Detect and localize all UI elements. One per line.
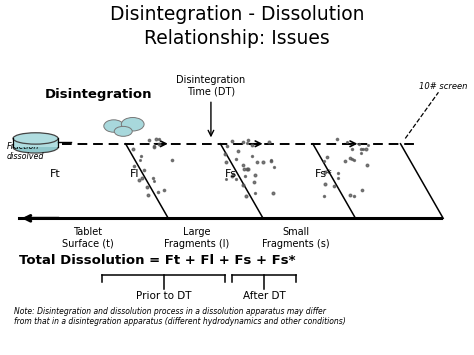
Text: Note: Disintegration and dissolution process in a dissolution apparatus may diff: Note: Disintegration and dissolution pro… [14, 307, 346, 327]
Point [341, 158, 349, 164]
Text: Fl: Fl [130, 169, 140, 179]
Point [267, 157, 274, 163]
Point [357, 146, 365, 151]
Point [145, 192, 152, 198]
Text: Disintegration
Time (DT): Disintegration Time (DT) [176, 75, 246, 96]
Point [155, 141, 163, 147]
Point [358, 187, 366, 193]
Text: Fraction
dissolved: Fraction dissolved [7, 142, 45, 162]
Point [129, 146, 137, 152]
Point [244, 166, 251, 172]
Point [321, 181, 328, 187]
Point [143, 184, 150, 190]
Text: Total Dissolution = Ft + Fl + Fs + Fs*: Total Dissolution = Ft + Fl + Fs + Fs* [19, 254, 295, 267]
Point [137, 153, 145, 159]
Point [259, 159, 266, 165]
Text: Small
Fragments (s): Small Fragments (s) [263, 227, 330, 249]
Point [145, 137, 153, 142]
Point [241, 173, 248, 179]
Text: Disintegration - Dissolution
Relationship: Issues: Disintegration - Dissolution Relationshi… [110, 5, 364, 48]
Point [150, 178, 158, 184]
Point [222, 159, 230, 165]
Point [233, 157, 240, 162]
Point [270, 164, 277, 170]
Point [364, 143, 372, 148]
Point [151, 143, 158, 149]
Text: Ft: Ft [50, 169, 61, 179]
Point [251, 190, 259, 196]
Point [320, 159, 328, 164]
Point [359, 146, 367, 152]
Point [161, 187, 168, 193]
Point [136, 158, 143, 163]
Point [333, 136, 341, 142]
Point [243, 141, 250, 146]
Text: Fs*: Fs* [315, 169, 333, 179]
Point [239, 182, 246, 188]
Point [153, 136, 160, 142]
Text: Disintegration: Disintegration [45, 88, 153, 100]
Point [228, 173, 236, 179]
Text: Prior to DT: Prior to DT [136, 291, 191, 301]
Point [346, 192, 353, 197]
Point [232, 176, 239, 182]
Point [223, 176, 230, 181]
Point [155, 189, 162, 195]
Point [229, 171, 237, 177]
Point [239, 162, 247, 168]
Point [348, 146, 356, 152]
Text: Tablet
Surface (t): Tablet Surface (t) [62, 227, 114, 249]
Point [335, 175, 342, 181]
Point [248, 142, 256, 148]
Point [363, 162, 371, 167]
Point [228, 138, 236, 143]
Point [323, 154, 331, 160]
Text: Fs: Fs [225, 169, 237, 179]
Text: After DT: After DT [243, 291, 286, 301]
Ellipse shape [114, 126, 132, 136]
Point [346, 155, 353, 161]
Point [250, 179, 257, 185]
Point [321, 169, 329, 175]
Point [130, 163, 138, 169]
Point [244, 166, 251, 172]
Point [362, 146, 369, 152]
Text: Large
Fragments (l): Large Fragments (l) [164, 227, 229, 249]
Point [252, 172, 259, 178]
Point [357, 150, 365, 156]
Point [138, 175, 146, 181]
Point [168, 157, 176, 162]
Ellipse shape [13, 133, 58, 144]
Point [222, 151, 229, 157]
Point [151, 144, 158, 150]
Point [242, 193, 250, 199]
Point [239, 139, 247, 144]
Point [350, 157, 357, 163]
Point [253, 159, 261, 164]
Ellipse shape [104, 120, 124, 132]
Ellipse shape [13, 142, 58, 153]
Point [351, 193, 358, 198]
Point [355, 141, 363, 147]
Text: 10# screen: 10# screen [419, 82, 467, 91]
Point [140, 167, 147, 173]
Point [248, 153, 255, 159]
Point [320, 193, 328, 199]
Point [155, 136, 163, 142]
Point [235, 148, 242, 154]
Point [330, 183, 338, 189]
Point [223, 143, 231, 149]
Point [240, 166, 247, 172]
Point [348, 156, 356, 162]
Point [269, 190, 276, 196]
Point [334, 170, 342, 176]
Point [245, 137, 252, 143]
Point [149, 175, 156, 181]
Bar [13, 138, 58, 147]
Point [343, 139, 351, 144]
Point [265, 139, 273, 145]
Point [267, 159, 275, 164]
Point [136, 177, 143, 183]
Ellipse shape [121, 118, 144, 131]
